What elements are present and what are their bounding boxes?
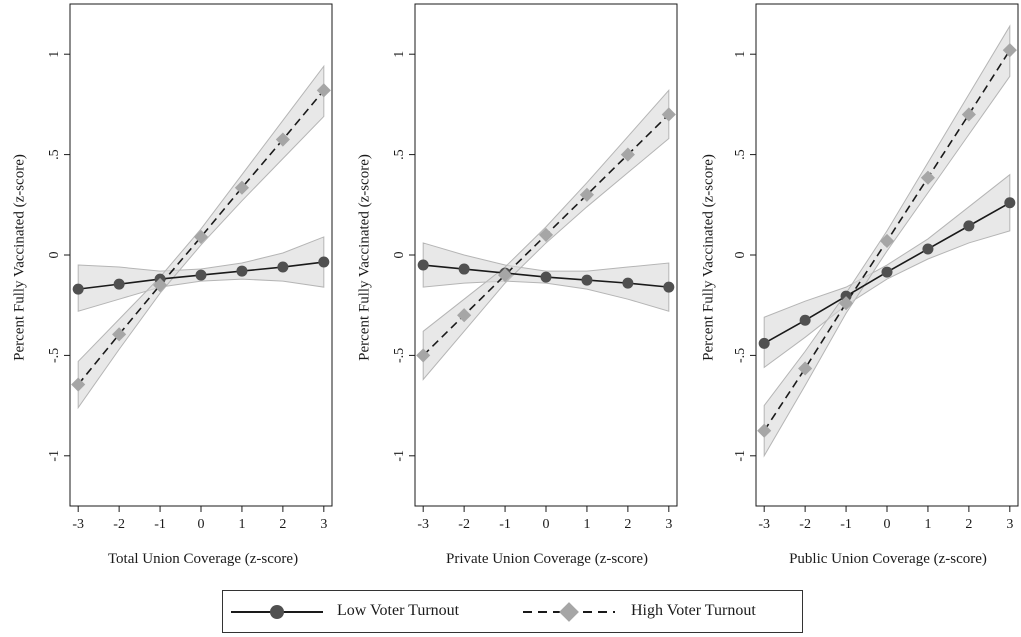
point-low [622,277,634,289]
point-low [540,271,552,283]
chart-total-union: -1 -.5 0 .5 1 -3 -2 -1 0 1 2 3 [47,3,333,532]
x-tick-label: -1 [154,517,166,532]
x-tick-label: -1 [499,517,511,532]
x-tick-label: 2 [965,517,972,532]
point-high [838,296,854,311]
y-tick-label: 1 [733,51,748,58]
point-low [758,337,770,349]
y-tick-label: 1 [47,51,62,58]
panel-total-union: Percent Fully Vaccinated (z-score) -1 -.5… [0,0,340,585]
point-low [963,220,975,232]
x-axis-label: Private Union Coverage (z-score) [445,551,648,567]
y-tick-label: -1 [733,450,748,462]
point-low [922,243,934,255]
point-low [581,274,593,286]
point-low [799,314,811,326]
point-high [538,227,554,242]
point-low [1004,197,1016,209]
point-high [416,348,431,363]
point-low [881,266,893,278]
y-tick-label: -1 [47,450,62,462]
y-tick-label: 0 [392,252,407,259]
point-low [663,281,675,293]
point-high [112,327,127,342]
point-high [275,132,290,147]
point-low [236,265,248,277]
x-tick-label: -3 [72,517,84,532]
point-high [71,377,86,392]
point-low [417,259,429,271]
panel-private-union: Percent Fully Vaccinated (z-score) -1 -.5… [340,0,685,585]
point-high [620,147,635,162]
point-high [193,229,209,244]
point-low [113,278,125,290]
x-axis-label: Public Union Coverage (z-score) [789,551,987,567]
point-low [277,261,289,273]
y-tick-label: 0 [47,252,62,259]
point-high [152,278,168,293]
point-high [661,107,676,122]
y-tick-label: -.5 [392,348,407,363]
point-high [579,187,595,202]
point-low [318,256,330,268]
x-tick-label: 2 [279,517,286,532]
point-high [920,170,936,185]
x-tick-label: 1 [924,517,931,532]
y-tick-label: -.5 [733,348,748,363]
legend-label-low: Low Voter Turnout [337,602,460,619]
x-tick-label: -3 [417,517,429,532]
x-tick-label: 0 [543,517,550,532]
y-tick-label: 0 [733,252,748,259]
point-high [798,361,813,376]
x-tick-label: 3 [1006,517,1013,532]
panel-public-union: Percent Fully Vaccinated (z-score) -1 -.5… [685,0,1021,585]
x-tick-label: 3 [665,517,672,532]
x-tick-label: 1 [583,517,590,532]
point-high [879,233,895,249]
x-tick-label: -2 [799,517,811,532]
y-tick-label: .5 [392,149,407,160]
x-tick-label: 3 [320,517,327,532]
legend-swatch-high [523,602,615,622]
y-tick-label: .5 [733,149,748,160]
y-tick-label: -1 [392,450,407,462]
point-high [961,107,976,122]
x-tick-label: -1 [840,517,852,532]
y-tick-label: .5 [47,149,62,160]
point-low [72,283,84,295]
chart-private-union: -1 -.5 0 .5 1 -3 -2 -1 0 1 2 3 [392,3,678,532]
point-low [458,263,470,275]
point-high [234,180,250,195]
point-high [457,308,472,323]
x-tick-label: -3 [758,517,770,532]
chart-public-union: -1 -.5 0 .5 1 -3 -2 -1 0 1 2 3 [733,3,1019,532]
legend-item-high: High Voter Turnout [523,591,804,632]
legend-swatch-low [231,605,323,619]
x-tick-label: 2 [624,517,631,532]
point-high [316,83,331,98]
x-tick-label: 1 [238,517,245,532]
legend-label-high: High Voter Turnout [631,602,756,619]
y-tick-label: 1 [392,51,407,58]
x-tick-label: -2 [113,517,125,532]
y-tick-label: -.5 [47,348,62,363]
x-tick-label: 0 [884,517,891,532]
legend: Low Voter Turnout High Voter Turnout [222,590,803,633]
x-tick-label: 0 [198,517,205,532]
point-high [757,423,772,438]
point-high [497,268,513,283]
x-tick-label: -2 [458,517,470,532]
legend-item-low: Low Voter Turnout [223,591,523,632]
point-high [1002,43,1017,58]
x-axis-label: Total Union Coverage (z-score) [107,551,299,567]
point-low [195,269,207,281]
